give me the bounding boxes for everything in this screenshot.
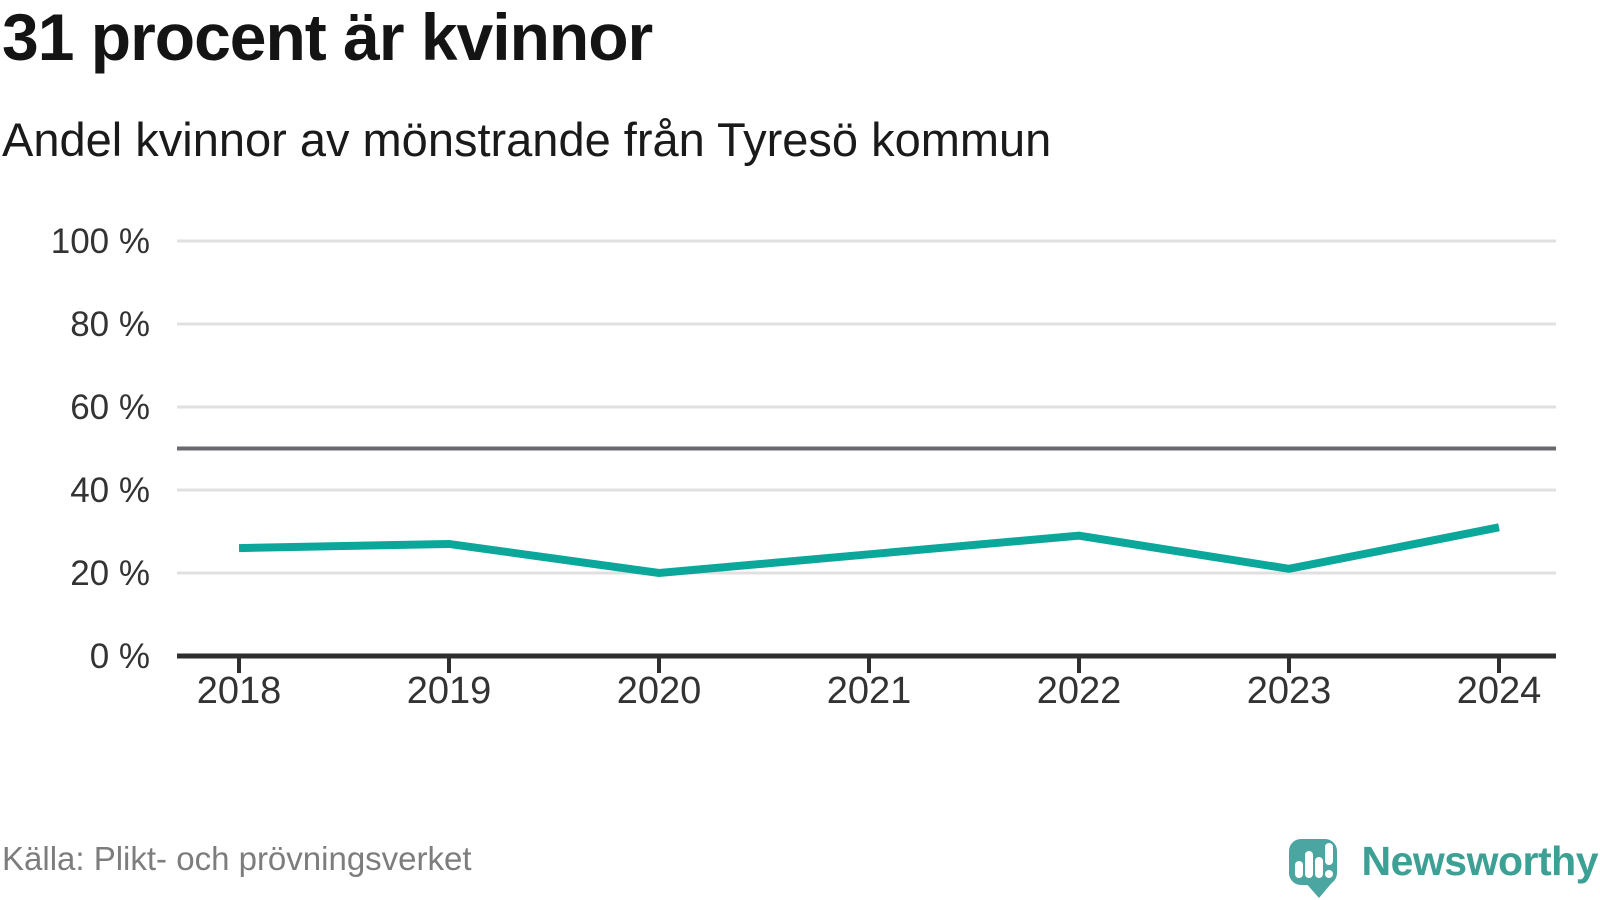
logo-bar-icon bbox=[1304, 851, 1313, 878]
logo-bar-icon bbox=[1314, 857, 1323, 878]
newsworthy-logo: Newsworthy bbox=[1288, 836, 1599, 898]
x-tick-label: 2021 bbox=[827, 670, 912, 712]
y-tick-label: 0 % bbox=[90, 637, 150, 676]
chart-subtitle: Andel kvinnor av mönstrande från Tyresö … bbox=[2, 113, 1052, 166]
page-title: 31 procent är kvinnor bbox=[2, 0, 653, 74]
newsworthy-logo-icon bbox=[1288, 836, 1337, 898]
y-tick-label: 80 % bbox=[70, 305, 150, 344]
logo-bar-icon bbox=[1294, 861, 1303, 878]
x-tick-label: 2018 bbox=[197, 670, 282, 712]
logo-exclamation-icon bbox=[1324, 843, 1333, 865]
y-tick-label: 100 % bbox=[51, 222, 150, 261]
source-note: Källa: Plikt- och prövningsverket bbox=[2, 840, 472, 877]
x-tick-label: 2019 bbox=[407, 670, 492, 712]
brand-name: Newsworthy bbox=[1361, 838, 1599, 884]
y-tick-label: 20 % bbox=[70, 554, 150, 593]
y-tick-label: 60 % bbox=[70, 388, 150, 427]
logo-exclamation-dot bbox=[1324, 870, 1333, 878]
x-tick-label: 2024 bbox=[1457, 670, 1542, 712]
y-tick-label: 40 % bbox=[70, 471, 150, 510]
x-tick-label: 2022 bbox=[1037, 670, 1122, 712]
x-tick-label: 2020 bbox=[617, 670, 702, 712]
x-tick-label: 2023 bbox=[1247, 670, 1332, 712]
data-line-andel-kvinnor-av-m-nstrande bbox=[238, 523, 1500, 578]
